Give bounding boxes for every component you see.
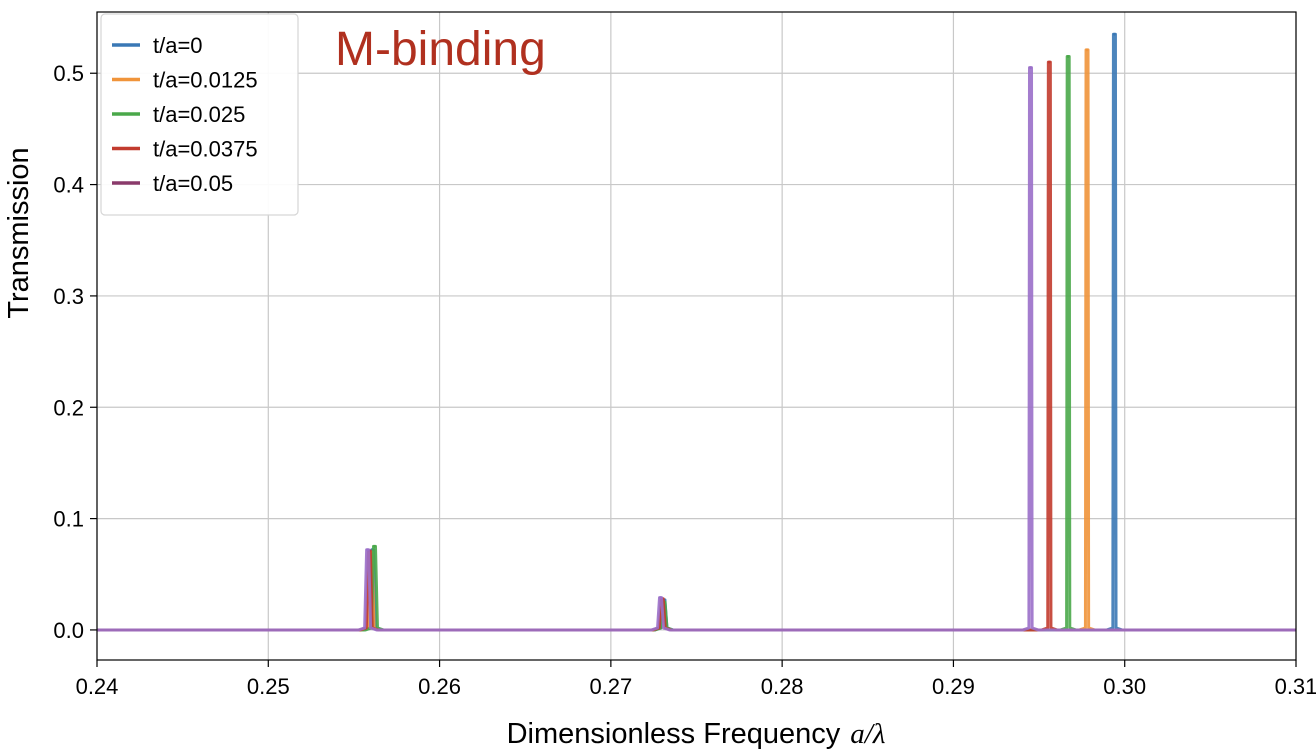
x-tick-label: 0.31 — [1275, 674, 1316, 699]
y-tick-label: 0.5 — [53, 61, 84, 86]
x-tick-label: 0.28 — [761, 674, 804, 699]
peak-point — [1085, 48, 1089, 52]
plot-lines — [97, 32, 1296, 632]
legend-label: t/a=0.05 — [153, 171, 233, 196]
chart-annotation: M-binding — [335, 23, 546, 76]
y-axis-label: Transmission — [3, 147, 35, 318]
legend: t/a=0 t/a=0.0125 t/a=0.025 t/a=0.0375 t/a=0.… — [100, 13, 299, 216]
peak-point — [1066, 55, 1070, 58]
peak-point — [1113, 32, 1116, 36]
x-tick-label: 0.29 — [932, 674, 975, 699]
y-tick-label: 0.1 — [53, 507, 84, 532]
grid — [96, 12, 1297, 660]
x-axis-label-text: Dimensionless Frequency — [507, 718, 841, 750]
y-axis-ticks: 0.0 0.1 0.2 0.3 0.4 0.5 — [53, 61, 97, 643]
peak-point — [366, 548, 370, 552]
legend-box — [100, 13, 299, 216]
x-axis-ticks: 0.24 0.25 0.26 0.27 0.28 0.29 0.30 0.31 — [76, 660, 1316, 699]
plot-frame — [96, 11, 1297, 661]
legend-item: t/a=0.05 — [112, 171, 233, 196]
legend-label: t/a=0 — [153, 33, 203, 58]
x-axis-label: Dimensionless Frequency a/λ — [507, 718, 886, 750]
y-tick-label: 0.4 — [53, 173, 84, 198]
y-tick-label: 0.2 — [53, 395, 84, 420]
peak-point — [659, 596, 662, 600]
legend-label: t/a=0.0125 — [153, 68, 258, 93]
legend-item: t/a=0.0375 — [112, 137, 258, 162]
peak-point — [1029, 66, 1032, 70]
legend-label: t/a=0.0375 — [153, 137, 258, 162]
x-tick-label: 0.30 — [1103, 674, 1146, 699]
x-tick-label: 0.27 — [589, 674, 632, 699]
x-tick-label: 0.25 — [247, 674, 290, 699]
legend-item: t/a=0.025 — [112, 102, 245, 127]
x-axis-label-symbol: a/λ — [850, 718, 885, 750]
y-tick-label: 0.3 — [53, 284, 84, 309]
x-tick-label: 0.26 — [418, 674, 461, 699]
y-tick-label: 0.0 — [53, 618, 84, 643]
legend-item: t/a=0 — [112, 33, 203, 58]
peak-point — [1047, 60, 1051, 64]
peak-point — [373, 545, 376, 548]
legend-label: t/a=0.025 — [153, 102, 245, 127]
x-tick-label: 0.24 — [76, 674, 119, 699]
legend-item: t/a=0.0125 — [112, 68, 258, 93]
series-4 — [97, 66, 1296, 632]
